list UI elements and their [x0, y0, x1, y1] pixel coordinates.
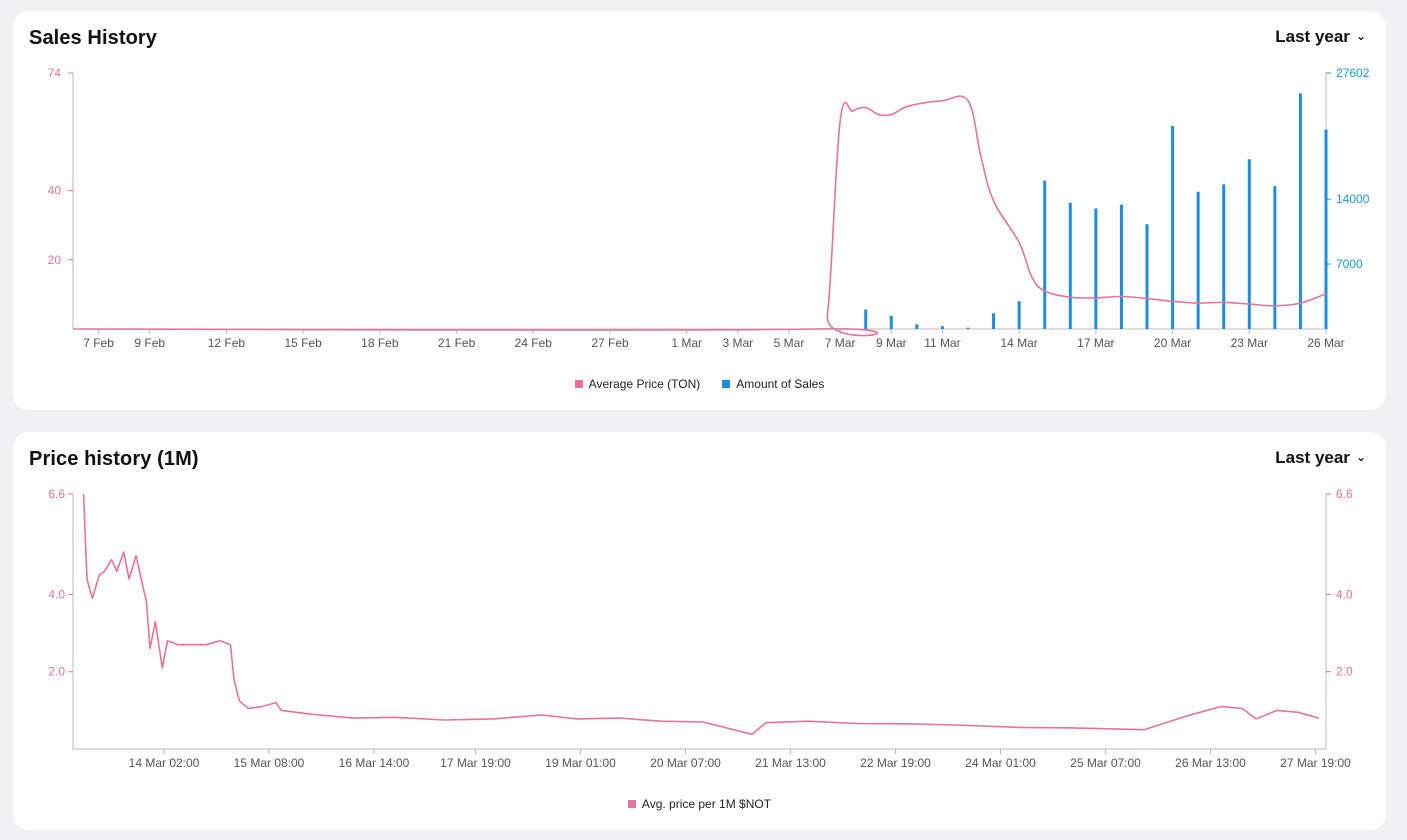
price-legend: Avg. price per 1M $NOT [13, 797, 1386, 811]
price-period-dropdown[interactable]: Last year ⌄ [1275, 448, 1366, 468]
chevron-down-icon: ⌄ [1355, 450, 1366, 464]
price-period-label: Last year [1275, 448, 1350, 467]
legend-label-sales: Amount of Sales [736, 377, 825, 391]
sales-bar [915, 324, 919, 329]
x-tick-label: 20 Mar 07:00 [650, 756, 721, 770]
x-tick-label: 1 Mar [671, 336, 702, 350]
sales-bar [889, 316, 893, 329]
legend-swatch-price [574, 380, 583, 388]
sales-bar [1171, 125, 1175, 330]
sales-history-title: Sales History [29, 27, 158, 49]
sales-period-dropdown[interactable]: Last year ⌄ [1275, 27, 1366, 47]
sales-bar [1145, 224, 1149, 329]
sales-legend: Average Price (TON) Amount of Sales [13, 377, 1386, 391]
sales-bar [1017, 301, 1021, 329]
x-tick-label: 21 Mar 13:00 [755, 756, 826, 770]
x-tick-label: 3 Mar [723, 336, 754, 350]
x-tick-label: 15 Mar 08:00 [234, 756, 305, 770]
x-tick-label: 9 Mar [876, 336, 907, 350]
sales-period-label: Last year [1275, 27, 1350, 46]
y-left-tick-label: 6.6 [48, 487, 65, 501]
x-tick-label: 7 Feb [83, 336, 114, 350]
y-left-tick-label: 4.0 [48, 587, 65, 601]
x-tick-label: 14 Mar [1000, 336, 1037, 350]
x-tick-label: 15 Feb [284, 336, 322, 350]
legend-swatch-avg-price [627, 800, 636, 808]
x-tick-label: 20 Mar [1154, 336, 1191, 350]
sales-bar [1043, 180, 1047, 329]
x-tick-label: 27 Mar 19:00 [1280, 756, 1351, 770]
y-right-tick-label: 6.6 [1336, 487, 1353, 501]
x-tick-label: 5 Mar [774, 336, 805, 350]
avg-price-line [82, 493, 1320, 736]
sales-bar [1119, 204, 1123, 329]
sales-history-chart[interactable]: 20 40 74 7000 14000 27602 7 Feb 9 Feb 12 Feb 15 F… [13, 11, 1386, 371]
legend-label-price: Average Price (TON) [588, 377, 701, 391]
y-left-tick-label: 40 [48, 184, 62, 198]
legend-amount-of-sales[interactable]: Amount of Sales [722, 377, 824, 391]
x-tick-label: 18 Feb [361, 336, 399, 350]
sales-bar [992, 313, 996, 329]
x-tick-label: 12 Feb [208, 336, 246, 350]
y-right-tick-label: 2.0 [1336, 665, 1353, 679]
sales-bar [1324, 129, 1328, 329]
x-tick-label: 21 Feb [438, 336, 476, 350]
x-tick-label: 22 Mar 19:00 [860, 756, 931, 770]
x-tick-label: 24 Mar 01:00 [965, 756, 1036, 770]
sales-bar [1196, 191, 1200, 329]
sales-bar [1273, 186, 1277, 329]
x-tick-label: 9 Feb [134, 336, 165, 350]
x-tick-label: 11 Mar [924, 336, 960, 350]
y-right-tick-label: 4.0 [1336, 587, 1353, 601]
sales-history-card: Sales History Last year ⌄ 20 40 74 7000 1400… [13, 11, 1386, 410]
sales-bar [1222, 184, 1226, 329]
x-tick-label: 23 Mar [1231, 336, 1268, 350]
y-left-tick-label: 74 [48, 66, 62, 80]
sales-bar [1094, 208, 1098, 329]
sales-bar [1068, 202, 1072, 329]
x-tick-label: 7 Mar [825, 336, 856, 350]
x-tick-label: 17 Mar 19:00 [440, 756, 511, 770]
y-right-tick-label: 27602 [1336, 66, 1370, 80]
legend-average-price[interactable]: Average Price (TON) [574, 377, 701, 391]
x-tick-label: 16 Mar 14:00 [339, 756, 410, 770]
price-history-title: Price history (1M) [29, 448, 199, 470]
x-tick-label: 17 Mar [1077, 336, 1114, 350]
sales-bar [1247, 159, 1251, 329]
x-tick-label: 26 Mar [1307, 336, 1344, 350]
price-history-chart[interactable]: 2.0 2.0 4.0 4.0 6.6 6.6 14 Mar 02:00 15 Mar 08:… [13, 432, 1386, 792]
y-left-tick-label: 2.0 [48, 665, 65, 679]
chevron-down-icon: ⌄ [1355, 29, 1366, 43]
y-right-tick-label: 14000 [1336, 192, 1370, 206]
legend-swatch-sales [722, 380, 731, 388]
x-tick-label: 24 Feb [515, 336, 553, 350]
y-right-tick-label: 7000 [1336, 257, 1363, 271]
y-left-tick-label: 20 [48, 253, 62, 267]
legend-label-avg-price: Avg. price per 1M $NOT [641, 797, 772, 811]
sales-bar [940, 326, 944, 329]
x-tick-label: 14 Mar 02:00 [129, 756, 200, 770]
price-history-card: Price history (1M) Last year ⌄ 2.0 2.0 4.0… [13, 432, 1386, 830]
x-tick-label: 19 Mar 01:00 [545, 756, 616, 770]
sales-bar [1298, 93, 1302, 329]
legend-avg-price-not[interactable]: Avg. price per 1M $NOT [627, 797, 772, 811]
x-tick-label: 27 Feb [591, 336, 629, 350]
average-price-line [72, 95, 1327, 337]
x-tick-label: 25 Mar 07:00 [1070, 756, 1141, 770]
sales-bar [966, 327, 970, 329]
sales-bar [864, 309, 868, 329]
x-tick-label: 26 Mar 13:00 [1175, 756, 1246, 770]
